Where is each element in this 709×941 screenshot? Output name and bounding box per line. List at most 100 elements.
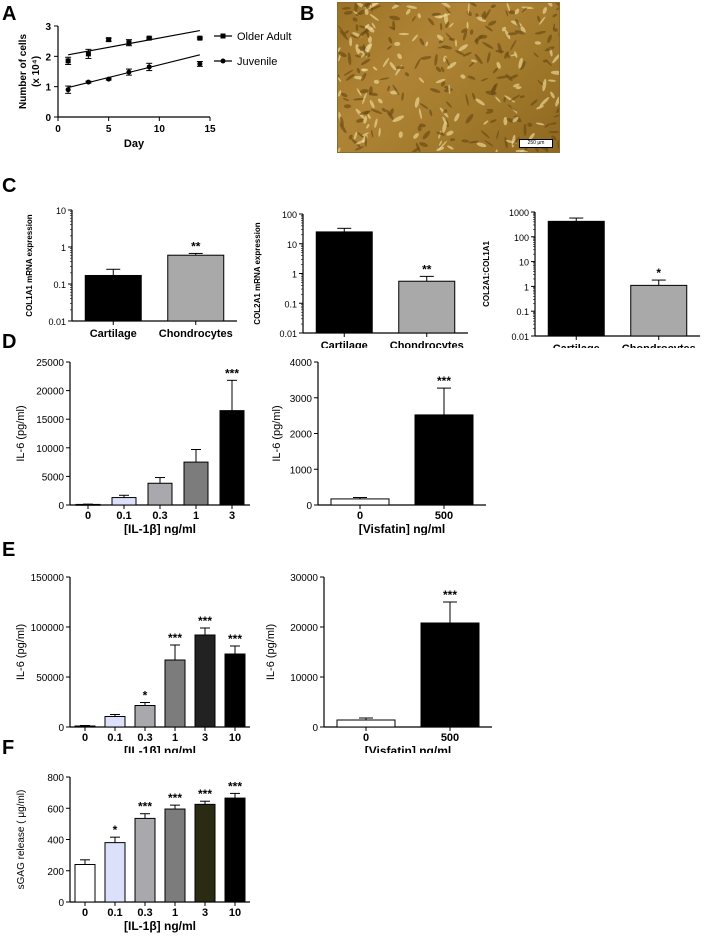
- x-axis-label: [Visfatin] ng/ml: [365, 744, 451, 753]
- panel-label-c: C: [2, 175, 16, 197]
- cell-shape: [356, 118, 365, 123]
- cell-shape: [518, 57, 523, 69]
- cell-shape: [364, 8, 369, 15]
- cell-shape: [521, 7, 528, 13]
- data-point: [85, 51, 91, 57]
- cell-shape: [406, 5, 418, 9]
- x-axis-label: [IL-1β] ng/ml: [124, 919, 196, 933]
- x-tick-label: 0.3: [137, 732, 152, 744]
- cell-shape: [338, 90, 342, 97]
- y-axis-label: IL-6 (pg/ml): [271, 405, 283, 461]
- cell-shape: [411, 16, 416, 22]
- cell-shape: [535, 122, 545, 126]
- cell-shape: [481, 13, 484, 20]
- cell-shape: [552, 13, 558, 18]
- data-point: [106, 37, 112, 43]
- cell-shape: [497, 42, 503, 54]
- cell-shape: [401, 92, 404, 101]
- cell-shape: [495, 149, 498, 152]
- panel-label-d: D: [2, 331, 16, 353]
- cell-shape: [370, 5, 381, 11]
- x-tick-label: 0: [85, 510, 91, 522]
- cell-shape: [394, 41, 401, 46]
- cell-shape: [349, 34, 358, 39]
- cell-shape: [545, 59, 552, 66]
- x-tick-label: Cartilage: [321, 340, 368, 348]
- cell-shape: [501, 26, 507, 32]
- cell-shape: [364, 135, 368, 147]
- cell-shape: [338, 76, 342, 83]
- y-axis-label: IL-6 (pg/ml): [265, 624, 277, 680]
- cell-shape: [551, 135, 557, 141]
- significance-label: *: [113, 823, 118, 837]
- chart-il6-visfatin: 0 1000 2000 3000 4000 0 500 *** [Visfatin] ng/ml…: [271, 358, 486, 535]
- cell-shape: [555, 4, 559, 11]
- y-tick-label: 1: [61, 243, 66, 253]
- chart-il6-visfatin-2: 0 10000 20000 30000 0 500 *** [Visfatin] ng/ml I…: [265, 573, 492, 753]
- y-tick-label: 0.01: [48, 317, 66, 327]
- cell-shape: [458, 44, 468, 52]
- legend-marker: [220, 33, 226, 39]
- cell-shape: [520, 26, 526, 34]
- y-tick-label: 0: [312, 723, 318, 734]
- y-axis-label: Number of cells: [18, 34, 29, 109]
- cell-shape: [360, 58, 371, 66]
- cell-shape: [445, 7, 452, 15]
- cell-shape: [495, 96, 501, 103]
- cell-shape: [514, 8, 520, 15]
- bar: [224, 797, 246, 903]
- bar: [414, 414, 474, 506]
- data-point: [126, 40, 132, 46]
- scale-bar-label: 250 µm: [527, 140, 545, 146]
- cell-shape: [429, 109, 433, 117]
- cell-shape: [507, 104, 517, 111]
- y-axis-label-unit: (x 10⁴): [31, 56, 42, 87]
- cell-shape: [370, 108, 383, 114]
- cell-shape: [544, 122, 551, 128]
- y-tick-label: 20000: [36, 387, 64, 398]
- y-tick-label: 0: [306, 501, 312, 512]
- cell-shape: [431, 12, 441, 17]
- cell-shape: [392, 115, 405, 123]
- significance-label: ***: [168, 631, 182, 645]
- cell-shape: [445, 101, 452, 108]
- cell-shape: [339, 30, 349, 40]
- cell-shape: [512, 116, 519, 123]
- y-axis-label: COL1A1 mRNA expression: [25, 214, 34, 317]
- cell-shape: [438, 13, 451, 18]
- cell-shape: [445, 21, 450, 29]
- y-axis-label: COL2A1:COL1A1: [482, 241, 491, 307]
- cell-shape: [510, 54, 517, 57]
- bar: [104, 716, 126, 728]
- significance-label: **: [422, 262, 432, 276]
- cell-shape: [445, 57, 450, 67]
- y-tick-label: 150000: [31, 573, 65, 584]
- bar: [84, 274, 142, 322]
- x-tick-label: 0.3: [137, 907, 152, 919]
- cell-shape: [547, 79, 557, 82]
- cell-shape: [506, 3, 511, 12]
- x-tick-label: 0.3: [152, 510, 167, 522]
- cell-shape: [468, 140, 479, 144]
- cell-shape: [537, 80, 545, 87]
- cell-shape: [483, 120, 489, 125]
- y-tick-label: 0: [58, 723, 64, 734]
- cell-shape: [554, 3, 559, 9]
- cell-shape: [440, 3, 451, 8]
- cell-shape: [467, 3, 470, 15]
- x-axis-label: [Visfatin] ng/ml: [359, 522, 445, 535]
- cell-shape: [366, 124, 370, 129]
- cell-shape: [460, 74, 466, 79]
- cell-shape: [515, 19, 520, 27]
- cell-shape: [506, 118, 515, 123]
- cell-shape: [538, 16, 546, 25]
- cell-shape: [548, 131, 559, 134]
- cell-shape: [362, 92, 367, 105]
- cell-shape: [343, 104, 352, 109]
- cell-shape: [361, 53, 365, 58]
- data-point: [65, 58, 71, 64]
- cell-shape: [365, 28, 370, 38]
- cell-shape: [510, 39, 517, 51]
- cell-shape: [343, 10, 353, 15]
- cell-shape: [496, 61, 501, 69]
